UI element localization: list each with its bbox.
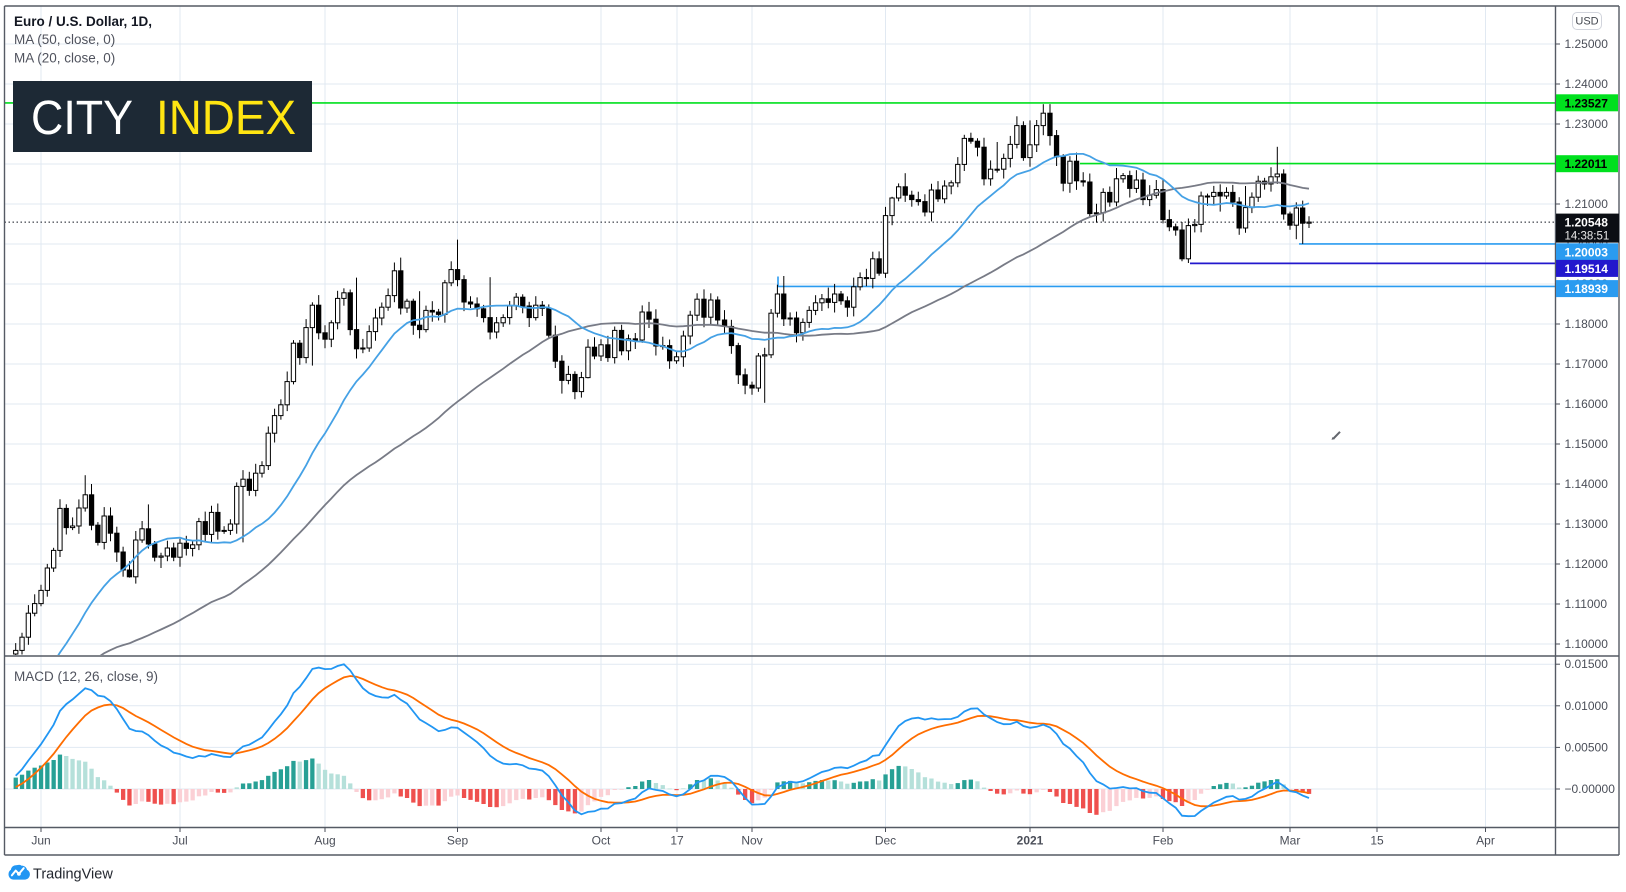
svg-text:1.14000: 1.14000	[1565, 477, 1609, 491]
svg-text:14:38:51: 14:38:51	[1565, 231, 1610, 243]
svg-text:0.00500: 0.00500	[1565, 740, 1609, 754]
svg-text:Apr: Apr	[1476, 834, 1495, 848]
svg-text:CITY: CITY	[31, 92, 133, 145]
svg-text:Sep: Sep	[447, 834, 469, 848]
svg-text:Nov: Nov	[741, 834, 762, 848]
svg-text:1.23000: 1.23000	[1565, 117, 1609, 131]
svg-text:TradingView: TradingView	[33, 867, 113, 883]
svg-text:1.13000: 1.13000	[1565, 517, 1609, 531]
svg-text:1.20003: 1.20003	[1565, 245, 1609, 259]
svg-text:Euro / U.S. Dollar, 1D,: Euro / U.S. Dollar, 1D,	[14, 14, 152, 29]
svg-text:1.21000: 1.21000	[1565, 197, 1609, 211]
svg-text:1.18000: 1.18000	[1565, 317, 1609, 331]
svg-text:0.01500: 0.01500	[1565, 657, 1609, 671]
svg-text:1.15000: 1.15000	[1565, 437, 1609, 451]
svg-text:MA (50, close, 0): MA (50, close, 0)	[14, 32, 115, 47]
svg-text:Mar: Mar	[1280, 834, 1301, 848]
svg-text:−0.00000: −0.00000	[1565, 782, 1616, 796]
svg-text:1.20548: 1.20548	[1565, 216, 1609, 230]
svg-text:1.12000: 1.12000	[1565, 557, 1609, 571]
svg-text:1.22011: 1.22011	[1565, 157, 1608, 171]
svg-text:MACD (12, 26, close, 9): MACD (12, 26, close, 9)	[14, 669, 158, 684]
svg-text:INDEX: INDEX	[156, 92, 296, 145]
svg-text:1.19514: 1.19514	[1565, 262, 1609, 276]
svg-text:MA (20, close, 0): MA (20, close, 0)	[14, 51, 115, 66]
svg-text:1.25000: 1.25000	[1565, 37, 1609, 51]
svg-text:1.18939: 1.18939	[1565, 282, 1609, 296]
svg-text:1.16000: 1.16000	[1565, 397, 1609, 411]
svg-text:2021: 2021	[1017, 834, 1044, 848]
svg-text:1.11000: 1.11000	[1565, 597, 1608, 611]
svg-text:Aug: Aug	[314, 834, 335, 848]
svg-text:15: 15	[1370, 834, 1384, 848]
svg-text:Feb: Feb	[1153, 834, 1174, 848]
svg-text:1.23527: 1.23527	[1565, 96, 1609, 110]
svg-text:0.01000: 0.01000	[1565, 699, 1609, 713]
svg-text:1.10000: 1.10000	[1565, 637, 1609, 651]
svg-text:17: 17	[670, 834, 684, 848]
svg-text:1.24000: 1.24000	[1565, 77, 1609, 91]
svg-text:Dec: Dec	[875, 834, 896, 848]
svg-text:Jun: Jun	[31, 834, 50, 848]
svg-text:1.17000: 1.17000	[1565, 357, 1609, 371]
svg-text:Oct: Oct	[592, 834, 611, 848]
svg-text:Jul: Jul	[172, 834, 187, 848]
svg-text:USD: USD	[1575, 16, 1598, 28]
